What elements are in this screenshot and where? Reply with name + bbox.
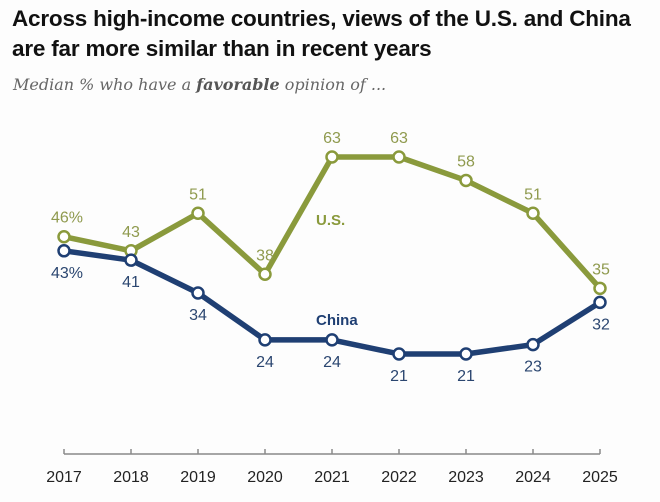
x-axis: 2017 2018 2019 2020 2021 2022 2023 2024 2025 — [46, 449, 618, 486]
x-tick-label: 2025 — [582, 469, 618, 486]
data-label: 32 — [592, 316, 610, 333]
data-point — [325, 150, 339, 164]
subtitle-emphasis: favorable — [196, 75, 280, 94]
data-point — [325, 333, 339, 347]
chart-title: Across high-income countries, views of t… — [12, 6, 631, 61]
x-tick-label: 2023 — [448, 469, 484, 486]
x-tick-label: 2017 — [46, 469, 82, 486]
data-labels: 46% 43 51 38 63 63 58 51 35 43% 41 34 24 24 21 21 23 32 — [51, 130, 610, 385]
data-point — [57, 244, 71, 258]
data-label: 58 — [457, 153, 475, 170]
data-point — [593, 281, 607, 296]
data-point — [392, 347, 406, 361]
x-tick-label: 2021 — [314, 469, 350, 486]
chart-subtitle: Median % who have a favorable opinion of… — [13, 75, 386, 94]
data-label: 23 — [524, 359, 542, 376]
data-point — [258, 333, 272, 347]
data-point — [124, 253, 138, 267]
series-label-china: China — [316, 312, 358, 329]
subtitle-text-end: opinion of ... — [279, 75, 387, 94]
x-tick-label: 2022 — [381, 469, 417, 486]
data-label: 21 — [457, 368, 475, 385]
data-point — [258, 267, 272, 281]
subtitle-text: Median % who have a — [13, 75, 197, 94]
data-point — [191, 286, 205, 300]
data-point — [459, 347, 473, 361]
data-label: 38 — [256, 247, 274, 264]
data-label: 34 — [189, 307, 207, 324]
x-tick-label: 2019 — [180, 469, 216, 486]
data-label: 41 — [122, 274, 140, 291]
data-label: 51 — [524, 186, 542, 203]
data-label: 43% — [51, 265, 83, 282]
data-label: 63 — [323, 130, 341, 147]
data-label: 51 — [189, 186, 207, 203]
data-label: 46% — [51, 210, 83, 227]
x-tick-label: 2018 — [113, 469, 149, 486]
x-tick-label: 2020 — [247, 469, 283, 486]
data-label: 43 — [122, 224, 140, 241]
data-point — [526, 337, 540, 352]
data-point — [526, 206, 540, 221]
data-point — [593, 295, 607, 310]
data-point — [191, 206, 205, 221]
data-label: 35 — [592, 261, 610, 278]
data-label: 24 — [323, 354, 341, 371]
series-points — [57, 150, 607, 361]
series-label-us: U.S. — [316, 212, 345, 229]
data-label: 24 — [256, 354, 274, 371]
data-label: 21 — [390, 368, 408, 385]
data-label: 63 — [390, 130, 408, 147]
x-tick-label: 2024 — [515, 469, 551, 486]
data-point — [57, 229, 71, 244]
data-point — [459, 173, 473, 188]
data-point — [392, 150, 406, 164]
